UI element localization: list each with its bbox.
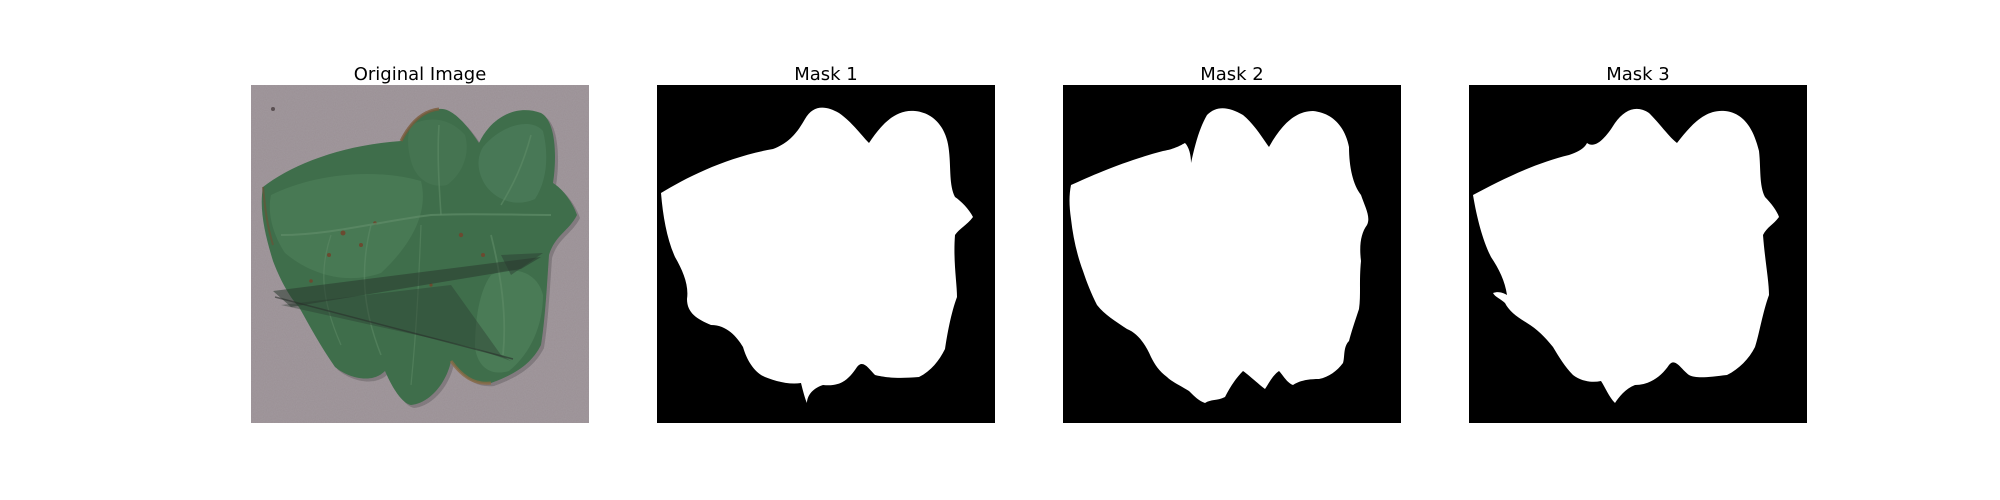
mask-2-image: [1063, 85, 1401, 423]
mask-3-title: Mask 3: [1606, 64, 1670, 85]
mask-1-title: Mask 1: [794, 64, 858, 85]
mask-2-panel: Mask 2: [1063, 64, 1401, 424]
mask-3-panel: Mask 3: [1469, 64, 1807, 424]
mask-3-image: [1469, 85, 1807, 423]
original-image-panel: Original Image: [251, 64, 589, 424]
original-image: [251, 85, 589, 423]
mask-2-title: Mask 2: [1200, 64, 1264, 85]
mask-1-panel: Mask 1: [657, 64, 995, 424]
original-image-title: Original Image: [353, 64, 487, 85]
mask-1-image: [657, 85, 995, 423]
